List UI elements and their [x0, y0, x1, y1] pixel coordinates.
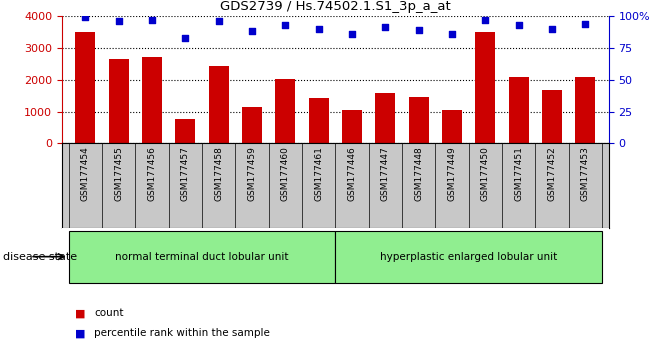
Point [480, 17, 490, 23]
Bar [142, 57, 162, 143]
Bar [208, 66, 229, 143]
Text: GSM177461: GSM177461 [314, 146, 323, 201]
Text: GSM177457: GSM177457 [181, 146, 189, 201]
Title: GDS2739 / Hs.74502.1.S1_3p_a_at: GDS2739 / Hs.74502.1.S1_3p_a_at [220, 0, 450, 13]
Text: percentile rank within the sample: percentile rank within the sample [94, 329, 270, 338]
Point [180, 35, 191, 40]
Point [413, 27, 424, 33]
Text: GSM177448: GSM177448 [414, 146, 423, 201]
Text: GSM177446: GSM177446 [348, 146, 357, 201]
Text: GSM177460: GSM177460 [281, 146, 290, 201]
Text: GSM177447: GSM177447 [381, 146, 390, 201]
Point [347, 31, 357, 36]
Bar [242, 107, 262, 143]
Bar [442, 110, 462, 143]
Bar [475, 32, 495, 143]
Text: GSM177449: GSM177449 [447, 146, 456, 201]
Point [146, 17, 157, 23]
Text: GSM177454: GSM177454 [81, 146, 90, 201]
Text: GSM177453: GSM177453 [581, 146, 590, 201]
Bar [175, 119, 195, 143]
Point [280, 22, 290, 28]
Text: ■: ■ [75, 329, 85, 338]
Bar [542, 90, 562, 143]
Text: GSM177456: GSM177456 [147, 146, 156, 201]
Bar [508, 77, 529, 143]
Text: GSM177452: GSM177452 [547, 146, 557, 201]
Text: hyperplastic enlarged lobular unit: hyperplastic enlarged lobular unit [380, 252, 557, 262]
Text: normal terminal duct lobular unit: normal terminal duct lobular unit [115, 252, 288, 262]
Bar [309, 98, 329, 143]
Point [313, 26, 324, 32]
Text: GSM177458: GSM177458 [214, 146, 223, 201]
Bar [68, 230, 335, 283]
Bar [375, 93, 395, 143]
Bar [109, 59, 128, 143]
Bar [75, 32, 95, 143]
Text: GSM177455: GSM177455 [114, 146, 123, 201]
Bar [342, 110, 362, 143]
Text: GSM177459: GSM177459 [247, 146, 256, 201]
Bar [275, 79, 296, 143]
Point [547, 26, 557, 32]
Text: GSM177451: GSM177451 [514, 146, 523, 201]
Point [214, 18, 224, 24]
Point [380, 24, 391, 30]
Point [113, 18, 124, 24]
Text: ■: ■ [75, 308, 85, 318]
Point [247, 28, 257, 34]
Point [80, 15, 90, 20]
Bar [409, 97, 428, 143]
Text: disease state: disease state [3, 252, 77, 262]
Bar [575, 77, 596, 143]
Text: count: count [94, 308, 124, 318]
Point [514, 22, 524, 28]
Point [580, 21, 590, 27]
Text: GSM177450: GSM177450 [481, 146, 490, 201]
Point [447, 31, 457, 36]
Bar [335, 230, 602, 283]
